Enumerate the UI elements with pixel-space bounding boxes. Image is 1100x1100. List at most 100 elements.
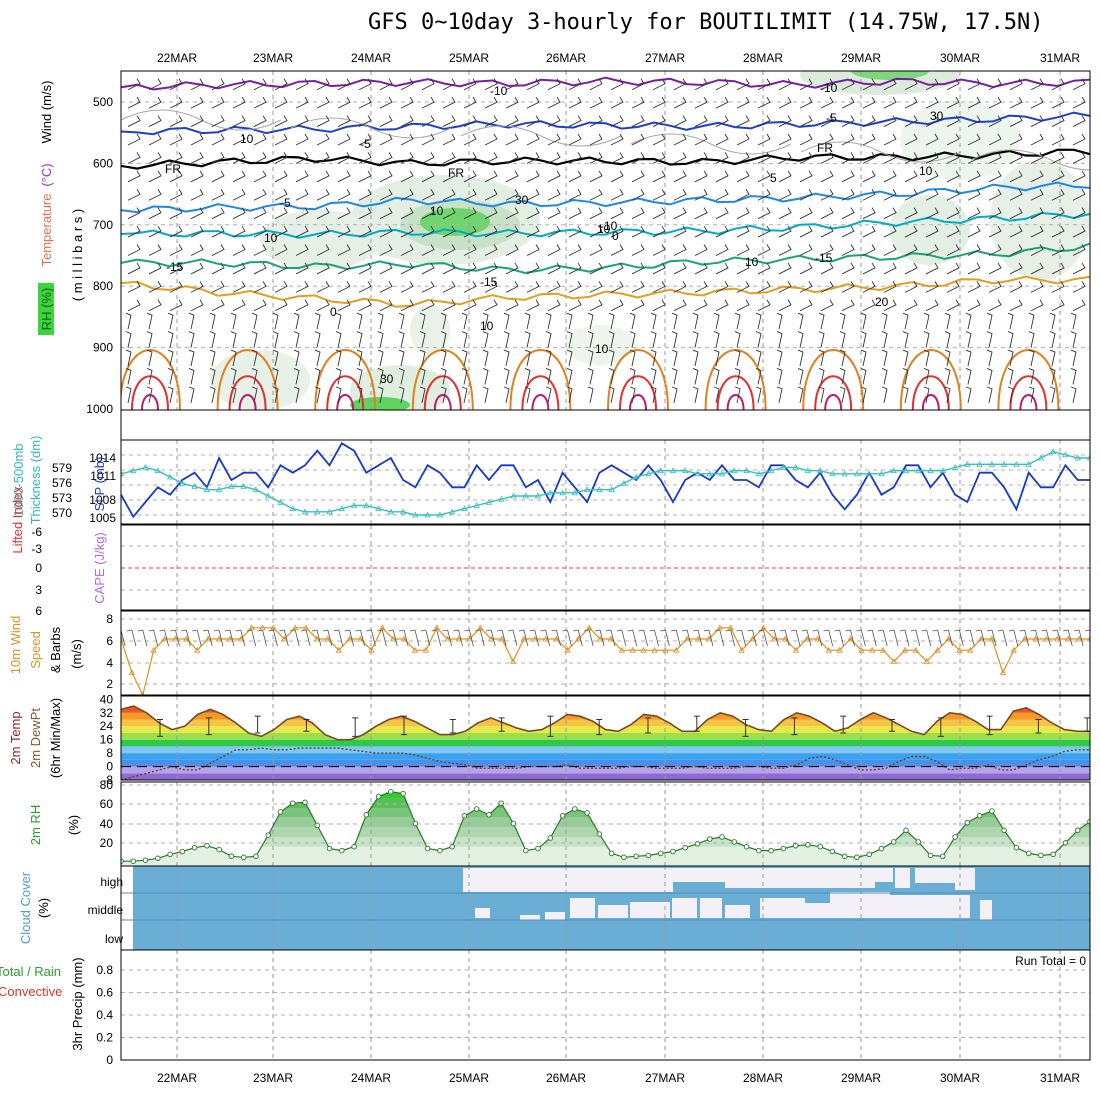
wind-speed-marker [901,646,909,653]
wind-barb [1072,115,1086,127]
wind-barb [778,189,792,201]
isotherm-label: 0 [612,229,619,243]
surface-wind-barb [660,629,670,647]
wind-barb [335,386,342,403]
wind-barb [841,299,855,312]
wind-barb [253,133,267,146]
lifted-index-tick: 6 [35,604,42,618]
wind-barb [379,170,393,183]
isotherm-loop [726,394,745,410]
wind-barb [797,349,804,367]
wind-speed-marker [1075,635,1083,642]
wind-barb [188,368,195,385]
wind-barb [272,312,279,330]
wind-barb [400,170,414,183]
slp-tick: 1014 [89,451,116,465]
wind-barb [526,78,540,91]
surface-wind-barb [878,629,888,647]
cloud-level-label: middle [88,903,124,917]
date-tick-top: 31MAR [1040,51,1080,65]
rh-marker [130,858,137,864]
rh-tick: 20 [100,836,114,850]
thickness-marker [1086,454,1090,461]
wind-barb [1051,299,1065,312]
cloud-level-label: high [100,875,123,889]
wind-barb [1028,331,1035,348]
wind-barb [484,133,498,146]
wind-barb [524,368,531,385]
thickness-marker [142,464,149,470]
isotherm-line [121,148,1090,170]
wind-barb [505,281,519,293]
wind-barb [125,331,132,348]
wind-barb [925,281,939,293]
minmax-bar [303,719,310,732]
wind-barb [757,244,771,256]
wind-speed-marker [999,669,1007,675]
wind-speed-marker [814,635,821,642]
wind-barb [379,225,393,238]
wind-barb [904,133,918,146]
surface-wind-barb [551,629,561,647]
isotherm-loop [802,349,865,410]
wind-barb [358,152,372,164]
isotherm-loop [326,375,365,410]
wind-barb [757,299,771,312]
thickness-marker [559,489,566,496]
thickness-marker [620,480,628,486]
upper-air-lines [121,76,1090,410]
wind-barb [358,189,372,201]
wind-speed-marker [346,635,353,642]
thickness-marker [534,492,542,499]
wind-barb [736,207,750,220]
wind-barb [820,262,834,275]
cloud-block [520,915,540,920]
rh-marker [121,858,124,864]
surface-wind-barb [769,629,779,647]
surface-wind-barb [148,629,159,647]
rh-marker [314,822,321,829]
isotherm-label: 5 [770,171,777,185]
wind-barb [211,189,225,201]
wind-barb [967,262,981,275]
date-tick-bottom: 31MAR [1040,1071,1080,1085]
rh-marker [204,842,210,849]
wind-speed-marker [194,646,201,653]
wind-barb [293,386,300,403]
wind-barb [839,331,846,348]
wind-barb [566,386,573,403]
wind-barb [400,96,414,109]
rh-marker [792,842,799,849]
wind-barb [965,349,972,367]
temperature-band [121,732,1090,740]
wind-barb [253,152,267,164]
wind-barb [211,244,225,256]
panel-frame [120,524,1091,611]
wind-barb [274,262,288,275]
wind-barb [400,133,414,146]
wind-barb [1030,225,1044,238]
isotherm-loop [531,394,550,410]
minmax-bar [449,719,456,734]
wind-barb [568,189,582,201]
wind-barb [1070,368,1077,385]
wind-barb [610,225,624,238]
surface-wind-barb [529,629,540,647]
wind-barb [1051,225,1065,238]
wind-barb [356,331,363,348]
thickness-marker [694,470,701,477]
wind-barb [209,349,216,367]
thickness-marker [939,467,946,474]
date-tick-top: 28MAR [743,51,783,65]
rh-marker [780,845,787,852]
wind-barb [818,312,825,330]
wind-barb [148,189,162,201]
wind-barb [902,331,909,348]
rh-marker [682,844,688,851]
wind-barb [799,170,813,183]
wind-barb [715,299,729,312]
wind-barb [125,312,132,330]
wind-barb [883,299,897,312]
wind-barb [1028,312,1035,330]
wind-barb [526,115,540,127]
